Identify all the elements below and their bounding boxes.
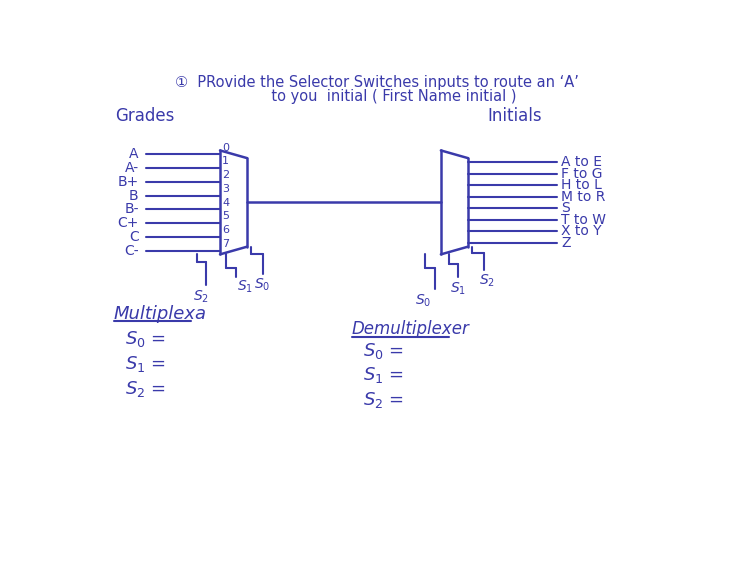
- Text: ①  PRovide the Selector Switches inputs to route an ‘A’: ① PRovide the Selector Switches inputs t…: [175, 75, 579, 90]
- Text: M to R: M to R: [561, 189, 605, 204]
- Text: A to E: A to E: [561, 155, 602, 169]
- Text: B-: B-: [124, 202, 139, 216]
- Text: $S_0$ =: $S_0$ =: [125, 329, 166, 349]
- Text: $S_2$ =: $S_2$ =: [363, 390, 404, 410]
- Text: S: S: [561, 201, 570, 215]
- Text: $S_2$: $S_2$: [193, 288, 209, 304]
- Text: to you  initial ( First Name initial ): to you initial ( First Name initial ): [239, 89, 516, 104]
- Text: $S_2$: $S_2$: [479, 273, 495, 289]
- Text: 7: 7: [223, 239, 229, 249]
- Text: A: A: [129, 147, 139, 161]
- Text: $S_1$: $S_1$: [450, 281, 466, 297]
- Text: 1: 1: [223, 156, 229, 167]
- Text: H to L: H to L: [561, 178, 602, 192]
- Text: X to Y: X to Y: [561, 225, 601, 238]
- Text: Z: Z: [561, 236, 570, 250]
- Text: B+: B+: [117, 175, 139, 189]
- Text: Multiplexa: Multiplexa: [113, 304, 207, 323]
- Text: Grades: Grades: [116, 107, 175, 125]
- Text: $S_2$ =: $S_2$ =: [125, 379, 166, 399]
- Text: $S_1$ =: $S_1$ =: [125, 354, 166, 374]
- Text: 0: 0: [223, 143, 229, 153]
- Text: $S_0$: $S_0$: [254, 277, 270, 293]
- Text: $S_0$ =: $S_0$ =: [363, 341, 404, 361]
- Text: $S_0$: $S_0$: [415, 292, 431, 308]
- Text: C+: C+: [117, 216, 139, 230]
- Text: 3: 3: [223, 184, 229, 194]
- Text: 5: 5: [223, 211, 229, 222]
- Text: Initials: Initials: [487, 107, 542, 125]
- Text: $S_1$: $S_1$: [237, 279, 253, 295]
- Text: Demultiplexer: Demultiplexer: [352, 320, 469, 338]
- Text: A-: A-: [125, 161, 139, 175]
- Text: T to W: T to W: [561, 213, 606, 227]
- Text: 6: 6: [223, 225, 229, 235]
- Text: B: B: [129, 189, 139, 202]
- Text: C-: C-: [124, 244, 139, 257]
- Text: C: C: [129, 230, 139, 244]
- Text: 4: 4: [223, 198, 229, 208]
- Text: F to G: F to G: [561, 167, 603, 180]
- Text: $S_1$ =: $S_1$ =: [363, 365, 404, 385]
- Text: 2: 2: [223, 170, 229, 180]
